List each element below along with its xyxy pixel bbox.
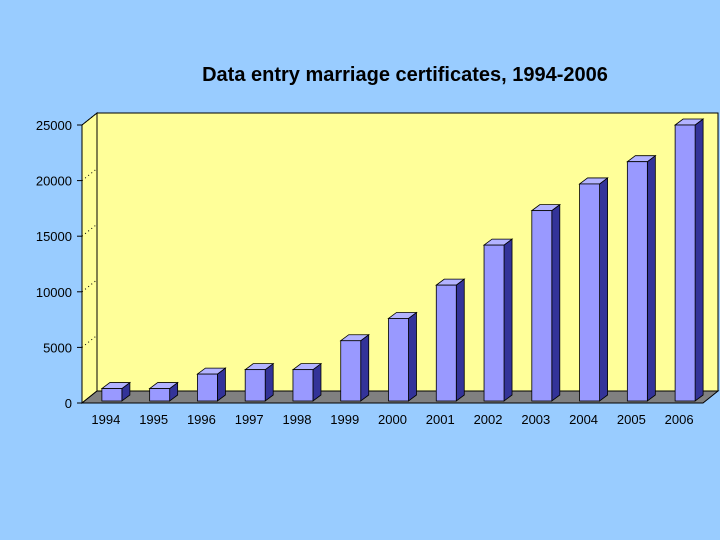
y-tick-label: 15000 [36,229,72,244]
x-tick-label: 1995 [139,412,168,427]
bar [101,388,123,402]
y-tick-label: 20000 [36,174,72,189]
bar-side [646,154,656,402]
bar [483,244,505,402]
y-gridline [81,279,98,293]
bar [244,369,266,402]
x-tick-label: 2000 [378,412,407,427]
y-tick-label: 10000 [36,285,72,300]
bar [340,340,362,402]
bar-side [599,177,608,402]
bar [435,284,457,402]
bar [197,373,218,402]
x-tick-label: 2001 [426,412,455,427]
bar [388,318,409,402]
y-tick-label: 25000 [36,118,72,133]
y-gridline [81,223,98,237]
y-gridline [81,168,98,181]
bar-side [408,311,417,402]
bar [579,183,600,402]
x-tick-label: 1996 [187,412,216,427]
x-tick-label: 1998 [283,412,312,427]
x-tick-label: 2006 [665,412,694,427]
x-tick-label: 2003 [521,412,550,427]
x-tick-label: 2002 [474,412,503,427]
plot-side-wall [81,111,98,405]
x-tick-label: 1997 [235,412,264,427]
x-tick-label: 1994 [91,412,120,427]
bar [674,124,696,402]
bar-side [312,362,322,402]
bar [531,210,553,402]
bar-side [455,278,465,402]
bar-side [360,333,370,402]
bar [292,369,314,402]
bar-side [503,238,513,402]
bar-side [694,118,704,402]
bar-side [264,362,274,402]
bar [149,388,171,402]
y-tick-label: 5000 [43,340,72,355]
x-tick-label: 2005 [617,412,646,427]
bar-side [551,203,561,402]
y-gridline [81,112,98,126]
chart-title: Data entry marriage certificates, 1994-2… [202,64,608,86]
x-tick-label: 1999 [330,412,359,427]
x-tick-label: 2004 [569,412,598,427]
y-tick-label: 0 [65,396,72,411]
bar [626,161,648,402]
y-gridline [81,335,98,348]
